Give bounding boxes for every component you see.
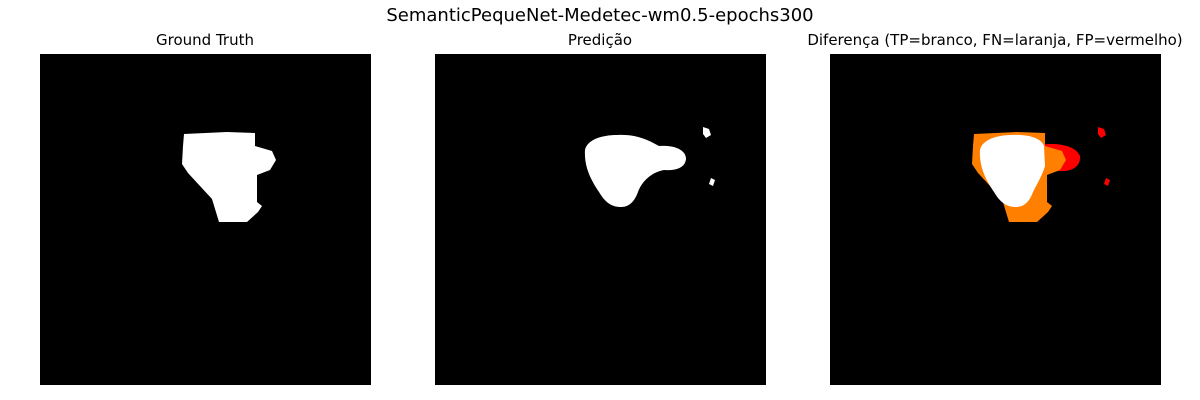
panel-title-difference: Diferença (TP=branco, FN=laranja, FP=ver…: [807, 31, 1183, 49]
ground-truth-lesion-region: [182, 132, 276, 222]
panel-title-prediction: Predição: [567, 31, 633, 49]
prediction-small-spot: [709, 178, 715, 186]
difference-mask-image: [972, 127, 1110, 222]
prediction-mask-image: [584, 127, 715, 207]
panel-title-ground-truth: Ground Truth: [156, 31, 254, 49]
ground-truth-mask-image: [182, 132, 276, 222]
false-positive-spot: [1098, 127, 1106, 138]
difference-mask-panel: [830, 54, 1161, 385]
false-positive-spot: [1104, 178, 1110, 186]
prediction-mask-panel: [435, 54, 766, 385]
figure-title: SemanticPequeNet-Medetec-wm0.5-epochs300: [386, 5, 814, 26]
prediction-lesion-region: [584, 134, 686, 207]
true-positive-region: [979, 134, 1045, 207]
prediction-small-spot: [703, 127, 711, 138]
ground-truth-mask-panel: [40, 54, 371, 385]
